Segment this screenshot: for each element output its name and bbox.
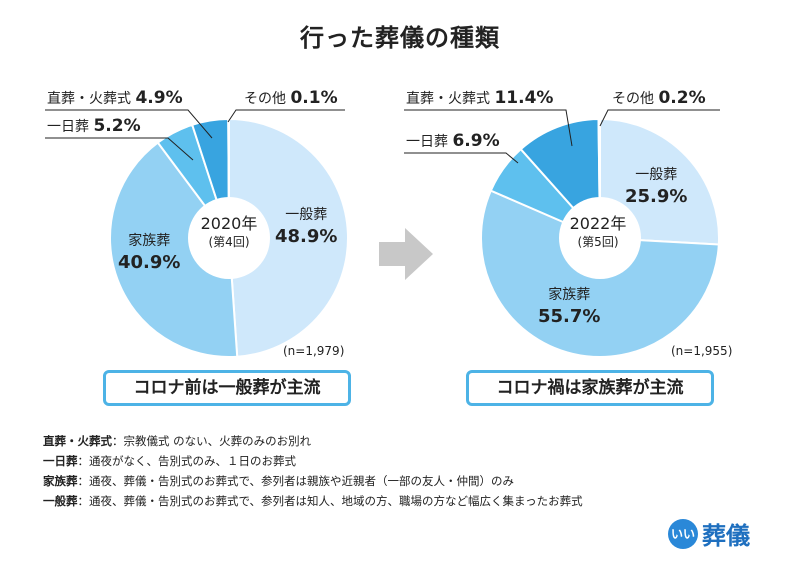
leader-chokuso-2020 — [45, 109, 213, 139]
label-sonota-2020: その他 0.1% — [244, 88, 338, 108]
definition-kazoku: 家族葬：通夜、葬儀・告別式のお葬式で、参列者は親族や近親者（一部の友人・仲間）の… — [43, 474, 515, 488]
leader-lines — [45, 109, 720, 164]
leader-ichinichi-2022 — [404, 152, 519, 164]
label-ippan-2022: 一般葬 25.9% — [625, 167, 688, 207]
label-ichinichi-2022: 一日葬 6.9% — [406, 131, 500, 151]
leader-ichinichi-2020 — [45, 137, 194, 161]
donut-hole — [188, 197, 270, 279]
pie-slice-4 — [227, 117, 230, 239]
logo-name: 葬儀 — [702, 522, 750, 550]
summary-box-2022: コロナ禍は家族葬が主流 — [466, 370, 714, 406]
pie-slice-0 — [228, 117, 350, 358]
label-ippan-2020: 一般葬 48.9% — [275, 207, 338, 247]
pie-slice-1 — [109, 141, 239, 358]
arrow-right-icon — [379, 228, 433, 280]
label-chokuso-2022: 直葬・火葬式 11.4% — [406, 88, 554, 108]
label-kazoku-2022: 家族葬 55.7% — [538, 287, 601, 327]
label-sonota-2022: その他 0.2% — [612, 88, 706, 108]
leader-sonota-2020 — [227, 109, 345, 123]
center-label-2022: 2022年 (第5回) — [569, 214, 627, 250]
pie-2020 — [109, 117, 350, 358]
label-kazoku-2020: 家族葬 40.9% — [118, 233, 181, 273]
summary-box-2020: コロナ前は一般葬が主流 — [103, 370, 351, 406]
leader-sonota-2022 — [599, 109, 720, 127]
definition-ichinichi: 一日葬：通夜がなく、告別式のみ、１日のお葬式 — [43, 454, 296, 468]
sample-size-2020: (n=1,979) — [283, 344, 345, 358]
label-chokuso-2020: 直葬・火葬式 4.9% — [47, 88, 183, 108]
definition-ippan: 一般葬：通夜、葬儀・告別式のお葬式で、参列者は知人、地域の方、職場の方など幅広く… — [43, 494, 583, 508]
definition-chokuso: 直葬・火葬式：宗教儀式 のない、火葬のみのお別れ — [43, 434, 312, 448]
center-label-2020: 2020年 (第4回) — [200, 214, 258, 250]
brand-logo: いい 葬儀 — [668, 516, 750, 551]
leader-chokuso-2022 — [404, 109, 573, 147]
donut-hole — [559, 197, 641, 279]
definitions: 直葬・火葬式：宗教儀式 のない、火葬のみのお別れ 一日葬：通夜がなく、告別式のみ… — [43, 431, 583, 511]
label-ichinichi-2020: 一日葬 5.2% — [47, 116, 141, 136]
sample-size-2022: (n=1,955) — [671, 344, 733, 358]
logo-mark: いい — [668, 518, 698, 549]
pie-2022 — [480, 117, 720, 358]
page-title: 行った葬儀の種類 — [300, 24, 500, 52]
